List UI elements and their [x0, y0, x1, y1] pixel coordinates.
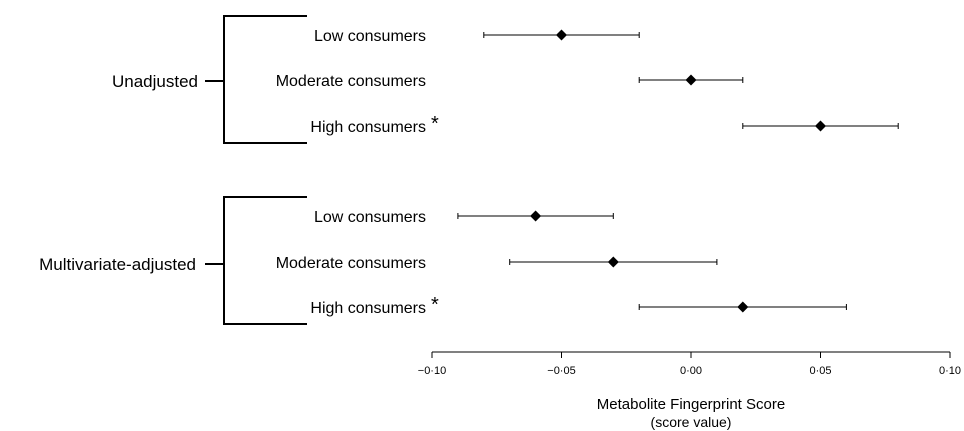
group-bracket [223, 196, 307, 325]
x-tick-label: 0·00 [680, 365, 702, 377]
group-label: Multivariate-adjusted [39, 255, 196, 274]
point-estimate [607, 256, 619, 268]
x-axis: −0·10 −0·05 0·00 0·05 0·10 [418, 351, 961, 377]
row-label: Moderate consumers [276, 73, 426, 90]
significance-marker: * [431, 294, 439, 316]
row-labels: Unadjusted Low consumers Moderate consumer… [39, 28, 439, 317]
group-brackets [205, 15, 307, 325]
point-estimate [737, 301, 749, 313]
group-label: Unadjusted [112, 72, 198, 91]
point-estimate [530, 210, 542, 222]
group-bracket [223, 15, 307, 144]
x-tick-label: 0·10 [939, 365, 961, 377]
point-estimate [556, 29, 567, 41]
x-tick-label: −0·05 [547, 365, 575, 377]
significance-marker: * [431, 113, 439, 135]
x-axis-title: Metabolite Fingerprint Score [597, 396, 785, 413]
x-tick-label: −0·10 [418, 365, 446, 377]
row-label: High consumers [310, 300, 426, 317]
row-label: Moderate consumers [276, 255, 426, 272]
point-estimate [685, 74, 697, 86]
plot-marks [457, 29, 899, 313]
x-tick-label: 0·05 [809, 365, 831, 377]
row-label: High consumers [310, 119, 426, 136]
point-estimate [815, 120, 826, 132]
row-label: Low consumers [314, 28, 426, 45]
x-axis-subtitle: (score value) [651, 414, 732, 430]
row-label: Low consumers [314, 209, 426, 226]
